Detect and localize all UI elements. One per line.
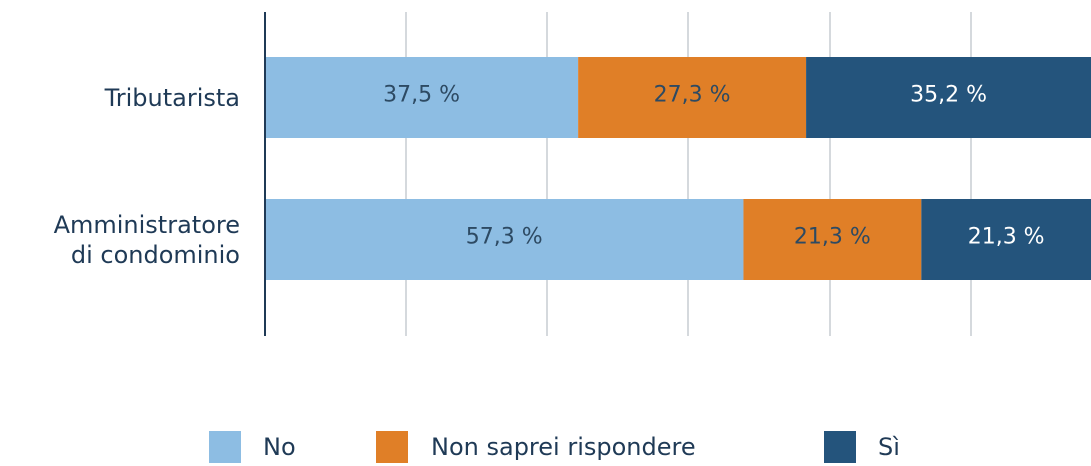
bar-segment [265, 57, 579, 138]
value-label: 35,2 % [910, 83, 987, 108]
legend-label: Sì [878, 433, 900, 461]
legend-swatch [824, 431, 856, 463]
category-label: Amministratore di condominio [53, 210, 240, 269]
value-label: 21,3 % [794, 225, 871, 250]
value-label: 37,5 % [383, 83, 460, 108]
legend-swatch [376, 431, 408, 463]
legend-swatch [209, 431, 241, 463]
bar-segment [921, 199, 1091, 280]
value-label: 27,3 % [654, 83, 731, 108]
value-label: 57,3 % [466, 225, 543, 250]
legend-label: Non saprei rispondere [431, 433, 696, 461]
bar-segment [806, 57, 1091, 138]
bar-segment [743, 199, 922, 280]
category-label: Tributarista [104, 83, 240, 112]
value-label: 21,3 % [968, 225, 1045, 250]
bar-segment [265, 199, 744, 280]
bar-segment [578, 57, 807, 138]
legend-label: No [263, 433, 296, 461]
